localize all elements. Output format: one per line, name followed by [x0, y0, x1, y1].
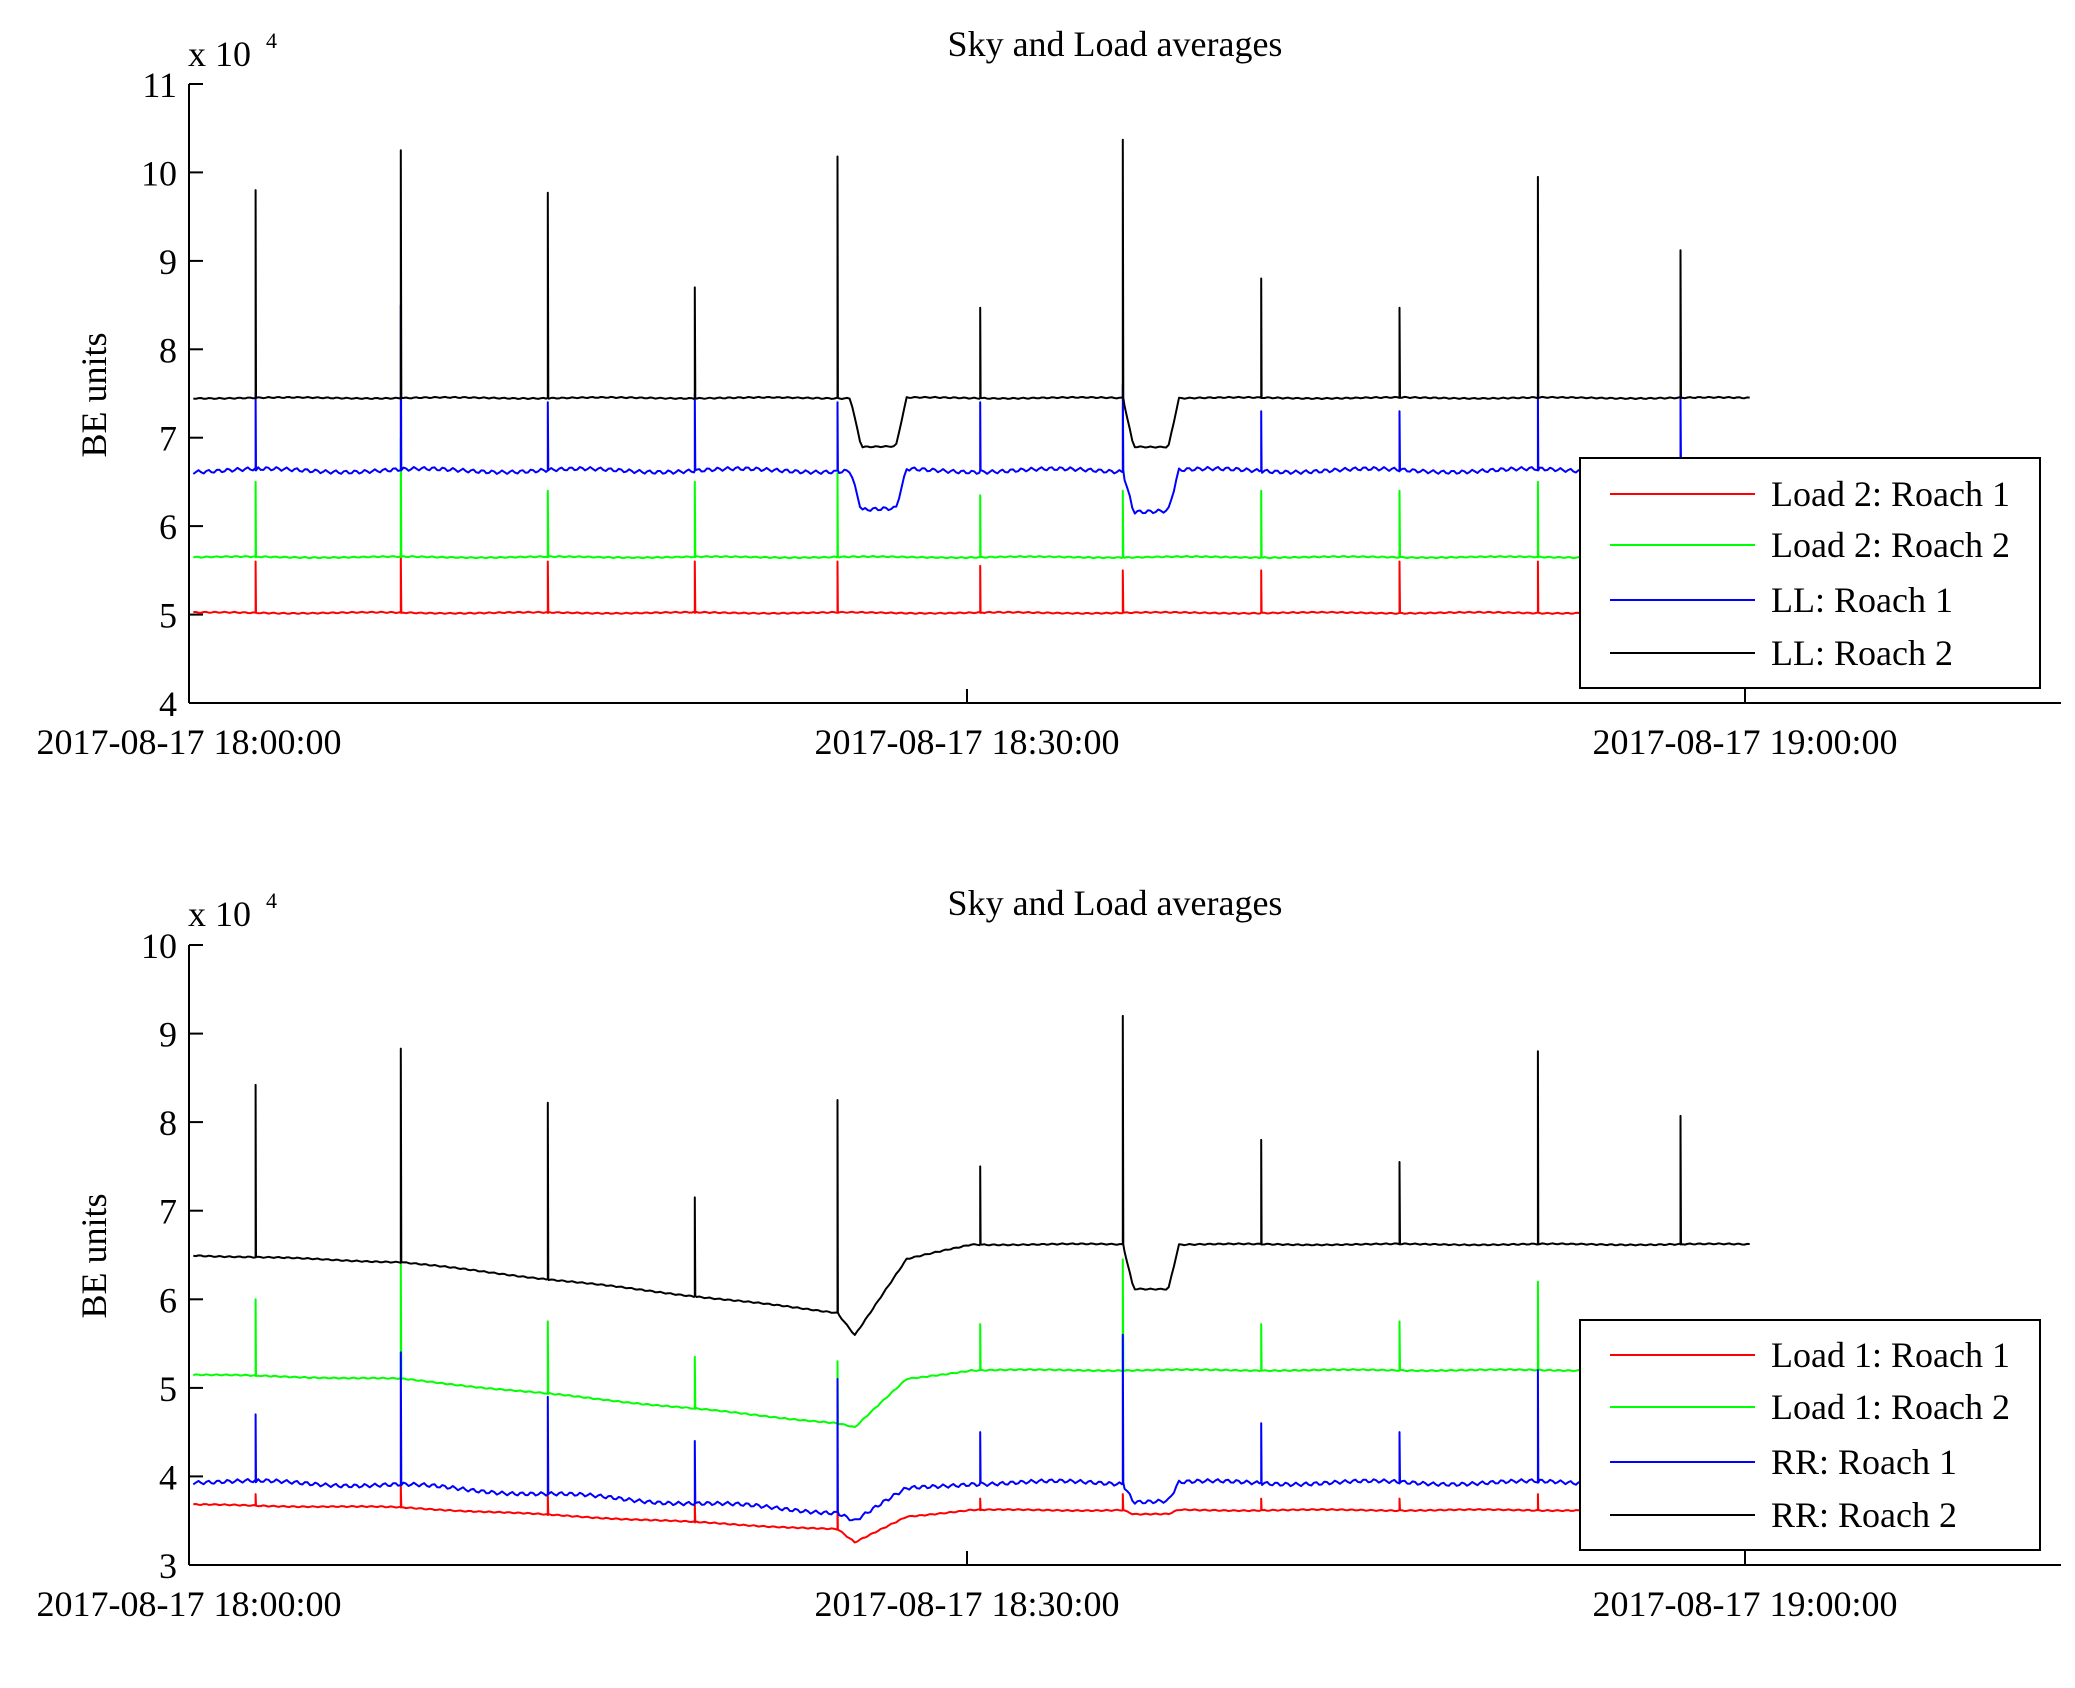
plot-area: 4 5 6 7 8 9 10 11 2017-08-17 18:00:00	[37, 65, 2061, 762]
series-line	[192, 304, 1751, 515]
series-lines	[192, 138, 1751, 615]
series-line	[193, 138, 1750, 449]
y-multiplier: x 10 4	[188, 888, 277, 934]
y-tick-label: 5	[159, 596, 177, 636]
chart-title: Sky and Load averages	[948, 883, 1283, 923]
y-tick-label: 4	[159, 684, 177, 724]
y-tick-label: 8	[159, 330, 177, 370]
chart-top: Sky and Load averages x 10 4 BE units 4 …	[37, 24, 2061, 762]
y-tick-label: 6	[159, 1280, 177, 1320]
y-multiplier-label: x 10	[188, 34, 251, 74]
y-tick-label: 10	[141, 926, 177, 966]
y-axis-label: BE units	[74, 332, 114, 457]
x-tick-label: 2017-08-17 18:00:00	[37, 722, 342, 762]
y-tick-label: 8	[159, 1103, 177, 1143]
y-ticks: 3 4 5 6 7 8 9 10	[141, 926, 203, 1586]
y-tick-label: 9	[159, 1015, 177, 1055]
series-line	[192, 436, 1750, 560]
y-tick-label: 11	[142, 65, 177, 105]
series-lines	[192, 1014, 1751, 1544]
y-tick-label: 6	[159, 507, 177, 547]
x-tick-label: 2017-08-17 18:30:00	[815, 1584, 1120, 1624]
x-ticks: 2017-08-17 18:00:00 2017-08-17 18:30:00 …	[37, 689, 1898, 762]
legend-label: RR: Roach 2	[1771, 1495, 1957, 1535]
series-line	[193, 1014, 1750, 1336]
x-tick-label: 2017-08-17 19:00:00	[1593, 722, 1898, 762]
y-tick-label: 7	[159, 1192, 177, 1232]
y-tick-label: 4	[159, 1457, 177, 1497]
series-line	[192, 1333, 1751, 1522]
legend-label: LL: Roach 1	[1771, 580, 1953, 620]
y-ticks: 4 5 6 7 8 9 10 11	[141, 65, 203, 724]
x-ticks: 2017-08-17 18:00:00 2017-08-17 18:30:00 …	[37, 1551, 1898, 1624]
y-multiplier-exponent: 4	[266, 28, 277, 53]
legend-label: LL: Roach 2	[1771, 633, 1953, 673]
series-line	[193, 1484, 1750, 1544]
y-multiplier: x 10 4	[188, 28, 277, 74]
plot-area: 3 4 5 6 7 8 9 10 2017-08-17 18:00:00	[37, 926, 2061, 1624]
x-tick-label: 2017-08-17 18:30:00	[815, 722, 1120, 762]
y-tick-label: 9	[159, 242, 177, 282]
legend-box	[1579, 457, 2041, 689]
legend-label: Load 2: Roach 2	[1771, 525, 2010, 565]
legend-label: Load 1: Roach 1	[1771, 1335, 2010, 1375]
chart-bottom: Sky and Load averages x 10 4 BE units 3 …	[37, 883, 2061, 1624]
legend-label: RR: Roach 1	[1771, 1442, 1957, 1482]
chart-title: Sky and Load averages	[948, 24, 1283, 64]
legend: Load 1: Roach 1 Load 1: Roach 2 RR: Roac…	[1579, 1319, 2041, 1551]
y-tick-label: 10	[141, 153, 177, 193]
y-tick-label: 3	[159, 1546, 177, 1586]
legend-box	[1579, 1319, 2041, 1551]
legend-label: Load 2: Roach 1	[1771, 474, 2010, 514]
legend: Load 2: Roach 1 Load 2: Roach 2 LL: Roac…	[1579, 457, 2041, 689]
y-axis-label: BE units	[74, 1193, 114, 1318]
legend-label: Load 1: Roach 2	[1771, 1387, 2010, 1427]
series-line	[193, 1258, 1750, 1428]
x-tick-label: 2017-08-17 19:00:00	[1593, 1584, 1898, 1624]
y-tick-label: 7	[159, 419, 177, 459]
y-multiplier-exponent: 4	[266, 888, 277, 913]
series-line	[193, 551, 1750, 615]
x-tick-label: 2017-08-17 18:00:00	[37, 1584, 342, 1624]
y-tick-label: 5	[159, 1369, 177, 1409]
y-multiplier-label: x 10	[188, 894, 251, 934]
